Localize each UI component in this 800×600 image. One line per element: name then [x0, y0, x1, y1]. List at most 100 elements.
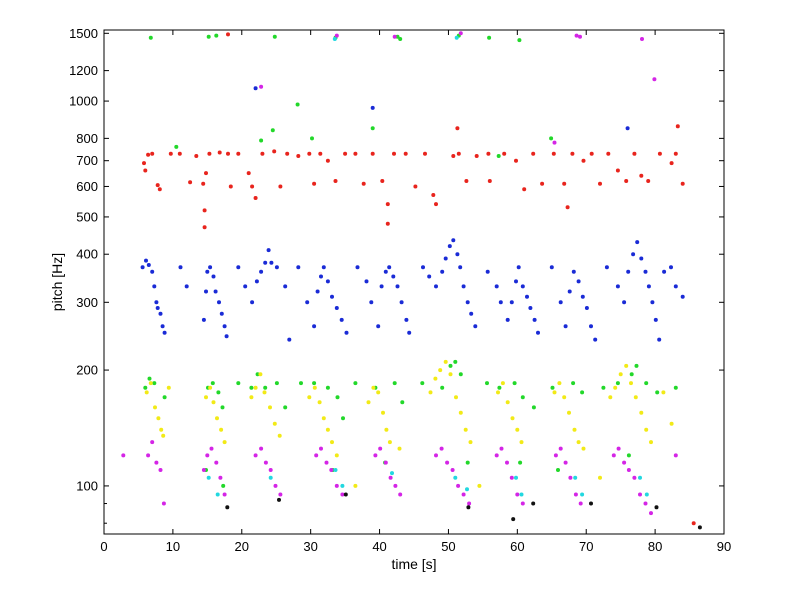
data-point	[453, 475, 458, 480]
data-point	[615, 168, 620, 173]
data-point	[649, 440, 653, 445]
data-point	[392, 381, 397, 386]
data-point	[673, 453, 678, 458]
data-point	[250, 300, 255, 305]
data-point	[253, 86, 258, 91]
data-point	[638, 475, 642, 480]
data-point	[646, 284, 651, 289]
data-point	[369, 300, 374, 305]
data-point	[210, 381, 215, 386]
data-point	[150, 151, 155, 156]
data-point	[366, 400, 371, 405]
data-point	[373, 453, 378, 458]
data-point	[520, 501, 525, 506]
data-point	[246, 171, 251, 176]
data-point	[448, 363, 453, 368]
data-point	[399, 300, 404, 305]
data-point	[380, 179, 385, 183]
data-point	[376, 390, 381, 395]
data-point	[661, 390, 666, 395]
data-point	[570, 151, 575, 156]
data-point	[214, 33, 219, 38]
data-point	[576, 279, 581, 284]
data-point	[584, 306, 589, 310]
data-point	[638, 492, 642, 497]
data-point	[249, 385, 254, 390]
data-point	[562, 181, 567, 186]
data-point	[325, 279, 330, 284]
data-point	[211, 274, 216, 279]
data-point	[465, 300, 470, 305]
data-point	[519, 492, 524, 497]
data-point	[221, 483, 226, 488]
y-tick-label: 200	[76, 363, 98, 378]
data-point	[655, 390, 660, 395]
data-point	[448, 372, 453, 377]
data-point	[400, 400, 405, 405]
data-point	[631, 252, 636, 257]
data-point	[499, 446, 504, 451]
data-point	[295, 102, 300, 107]
data-point	[626, 468, 631, 472]
data-point	[205, 453, 210, 458]
data-point	[146, 263, 151, 267]
x-tick-label: 80	[648, 539, 662, 554]
data-point	[319, 274, 323, 279]
data-point	[166, 385, 171, 390]
data-point	[250, 184, 255, 189]
plot-points	[121, 31, 702, 530]
data-point	[589, 501, 593, 506]
data-point	[497, 385, 502, 390]
data-point	[383, 460, 388, 465]
data-point	[433, 376, 438, 381]
data-point	[653, 317, 658, 322]
data-point	[486, 151, 491, 156]
data-point	[443, 359, 448, 364]
data-point	[608, 395, 613, 400]
data-point	[413, 184, 418, 189]
data-point	[379, 284, 384, 289]
data-point	[204, 171, 208, 176]
data-point	[222, 440, 227, 445]
data-point	[589, 324, 593, 329]
data-point	[622, 460, 627, 465]
data-point	[344, 330, 349, 335]
data-point	[236, 381, 241, 386]
data-point	[625, 126, 630, 131]
data-point	[236, 265, 241, 270]
data-point	[657, 151, 662, 156]
data-point	[283, 405, 288, 410]
data-point	[330, 440, 334, 445]
x-tick-label: 40	[372, 539, 386, 554]
data-point	[174, 144, 179, 149]
data-point	[143, 385, 148, 390]
y-axis-ticks: 100 200 300 400 500 600 700 800 1000 1200 1500	[69, 26, 724, 524]
data-point	[654, 505, 659, 510]
data-point	[675, 124, 680, 129]
data-point	[277, 497, 281, 502]
data-point	[549, 265, 554, 270]
data-point	[673, 151, 678, 156]
data-point	[388, 475, 393, 480]
data-point	[392, 151, 396, 156]
data-point	[146, 152, 151, 157]
data-point	[296, 265, 301, 270]
data-point	[395, 34, 400, 39]
data-point	[353, 483, 358, 488]
data-point	[317, 400, 322, 405]
data-point	[225, 505, 230, 510]
data-point	[222, 492, 227, 497]
data-point	[312, 324, 317, 329]
data-point	[144, 390, 149, 395]
data-point	[273, 483, 278, 488]
data-point	[669, 265, 673, 270]
data-point	[201, 317, 206, 322]
data-point	[274, 265, 279, 270]
data-point	[514, 158, 518, 163]
data-point	[272, 149, 277, 154]
data-point	[536, 330, 540, 335]
data-point	[567, 410, 571, 415]
data-point	[639, 410, 644, 415]
data-point	[312, 181, 317, 186]
data-point	[202, 208, 207, 213]
